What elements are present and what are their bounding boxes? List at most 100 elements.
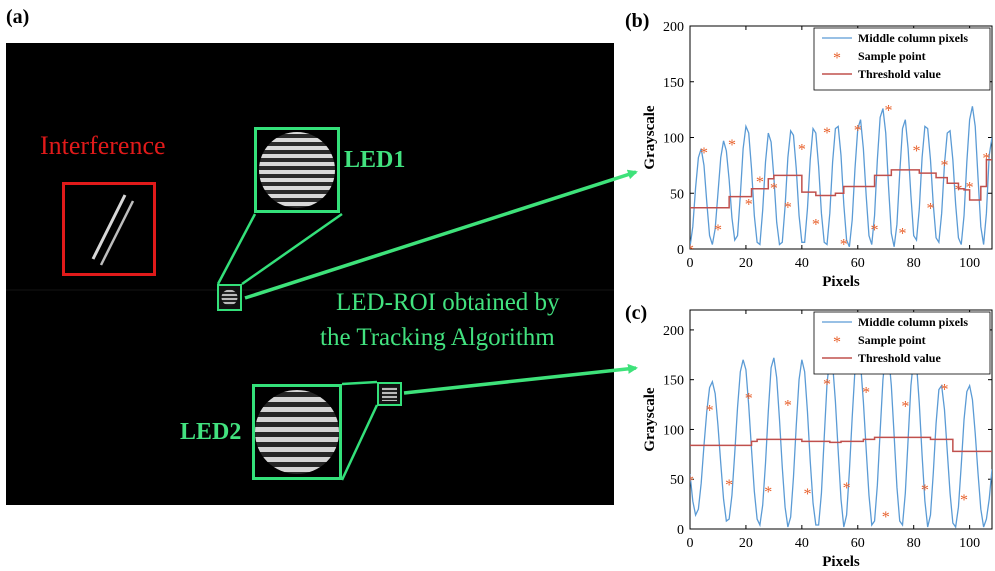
- sample-point: *: [871, 222, 879, 239]
- sample-point: *: [728, 137, 736, 154]
- legend-swatch-sample: *: [833, 334, 841, 351]
- sample-point: *: [686, 242, 694, 259]
- x-axis-label: Pixels: [822, 554, 860, 570]
- sample-point: *: [885, 103, 893, 120]
- series-threshold-value: [690, 159, 992, 209]
- plot-area: [689, 309, 993, 530]
- sample-point: *: [913, 143, 921, 160]
- sample-point: *: [745, 196, 753, 213]
- led2-label: LED2: [180, 419, 242, 445]
- x-tick-label: 0: [687, 256, 694, 271]
- sample-point: *: [899, 225, 907, 242]
- series-middle-column-pixels: [690, 350, 992, 529]
- sample-point: *: [840, 236, 848, 253]
- legend-label: Threshold value: [858, 67, 941, 81]
- sample-point: *: [714, 222, 722, 239]
- panel-label-a: (a): [6, 6, 30, 28]
- legend-label: Threshold value: [858, 351, 941, 365]
- legend: [813, 27, 991, 91]
- led1-label: LED1: [344, 147, 406, 173]
- led1-stripes: [259, 132, 335, 208]
- roi-caption-line2: the Tracking Algorithm: [320, 324, 555, 351]
- led1-roi-box: [217, 284, 242, 311]
- y-tick-label: 0: [677, 523, 684, 538]
- sample-point: *: [803, 486, 811, 503]
- led2-stripes: [255, 390, 339, 474]
- y-tick-label: 50: [670, 473, 684, 488]
- sample-point: *: [745, 391, 753, 408]
- y-tick-label: 100: [663, 423, 684, 438]
- y-tick-label: 150: [663, 76, 684, 91]
- sample-point: *: [812, 216, 820, 233]
- y-tick-label: 50: [670, 187, 684, 202]
- x-tick-label: 60: [851, 256, 865, 271]
- interference-box: [62, 182, 156, 276]
- legend: [813, 311, 991, 375]
- y-tick-label: 200: [663, 324, 684, 339]
- series-group: ****** ************** **: [686, 103, 992, 259]
- sample-point: *: [686, 473, 694, 490]
- sample-point: *: [764, 484, 772, 501]
- sample-point: *: [940, 382, 948, 399]
- sample-point: *: [823, 125, 831, 142]
- sample-point: *: [966, 180, 974, 197]
- led2-zoom-box: [252, 384, 342, 480]
- sample-point: *: [960, 492, 968, 509]
- x-tick-label: 40: [795, 536, 809, 551]
- panel-label-c: (c): [625, 302, 648, 324]
- sample-point: *: [921, 482, 929, 499]
- x-tick-label: 80: [907, 536, 921, 551]
- sample-point: *: [756, 174, 764, 191]
- legend-label: Sample point: [858, 333, 926, 347]
- sample-point: *: [843, 480, 851, 497]
- y-tick-label: 150: [663, 374, 684, 389]
- legend-label: Middle column pixels: [858, 31, 968, 45]
- x-tick-label: 100: [959, 536, 980, 551]
- y-tick-label: 100: [663, 132, 684, 147]
- sample-point: *: [706, 403, 714, 420]
- x-tick-label: 80: [907, 256, 921, 271]
- sample-point: *: [901, 399, 909, 416]
- y-tick-label: 200: [663, 20, 684, 35]
- sample-point: *: [882, 509, 890, 526]
- x-tick-label: 60: [851, 536, 865, 551]
- sample-point: *: [954, 182, 962, 199]
- legend-label: Middle column pixels: [858, 315, 968, 329]
- legend-label: Sample point: [858, 49, 926, 63]
- interference-streaks: [91, 194, 135, 266]
- plot-area: [689, 25, 993, 250]
- sample-point: *: [770, 181, 778, 198]
- x-tick-label: 20: [739, 256, 753, 271]
- panel-label-b: (b): [625, 10, 650, 32]
- legend-swatch-sample: *: [833, 50, 841, 67]
- x-tick-label: 20: [739, 536, 753, 551]
- y-axis-label: Grayscale: [642, 387, 658, 451]
- sample-point: *: [940, 157, 948, 174]
- x-tick-label: 0: [687, 536, 694, 551]
- sample-point: *: [982, 151, 990, 168]
- series-group: * * * * * * * * * * * * * * *: [686, 350, 992, 529]
- sample-point: *: [798, 142, 806, 159]
- camera-frame: Interference LED1: [6, 43, 614, 505]
- sample-point: *: [700, 145, 708, 162]
- x-tick-label: 40: [795, 256, 809, 271]
- y-tick-label: 0: [677, 243, 684, 258]
- y-axis-label: Grayscale: [642, 105, 658, 169]
- roi-caption-line1: LED-ROI obtained by: [336, 289, 560, 316]
- sample-point: *: [784, 398, 792, 415]
- x-axis-label: Pixels: [822, 274, 860, 290]
- led1-roi-stripes: [221, 289, 238, 306]
- sample-point: *: [725, 477, 733, 494]
- led2-roi-stripes: [382, 387, 397, 401]
- x-tick-label: 100: [959, 256, 980, 271]
- interference-label: Interference: [40, 131, 166, 160]
- led2-roi-box: [377, 382, 402, 406]
- led1-zoom-box: [254, 127, 340, 213]
- sample-point: *: [926, 201, 934, 218]
- sample-point: *: [854, 123, 862, 140]
- series-threshold-value: [690, 436, 992, 453]
- sample-point: *: [823, 377, 831, 394]
- series-middle-column-pixels: [690, 106, 992, 248]
- sample-point: *: [862, 385, 870, 402]
- sample-point: *: [784, 200, 792, 217]
